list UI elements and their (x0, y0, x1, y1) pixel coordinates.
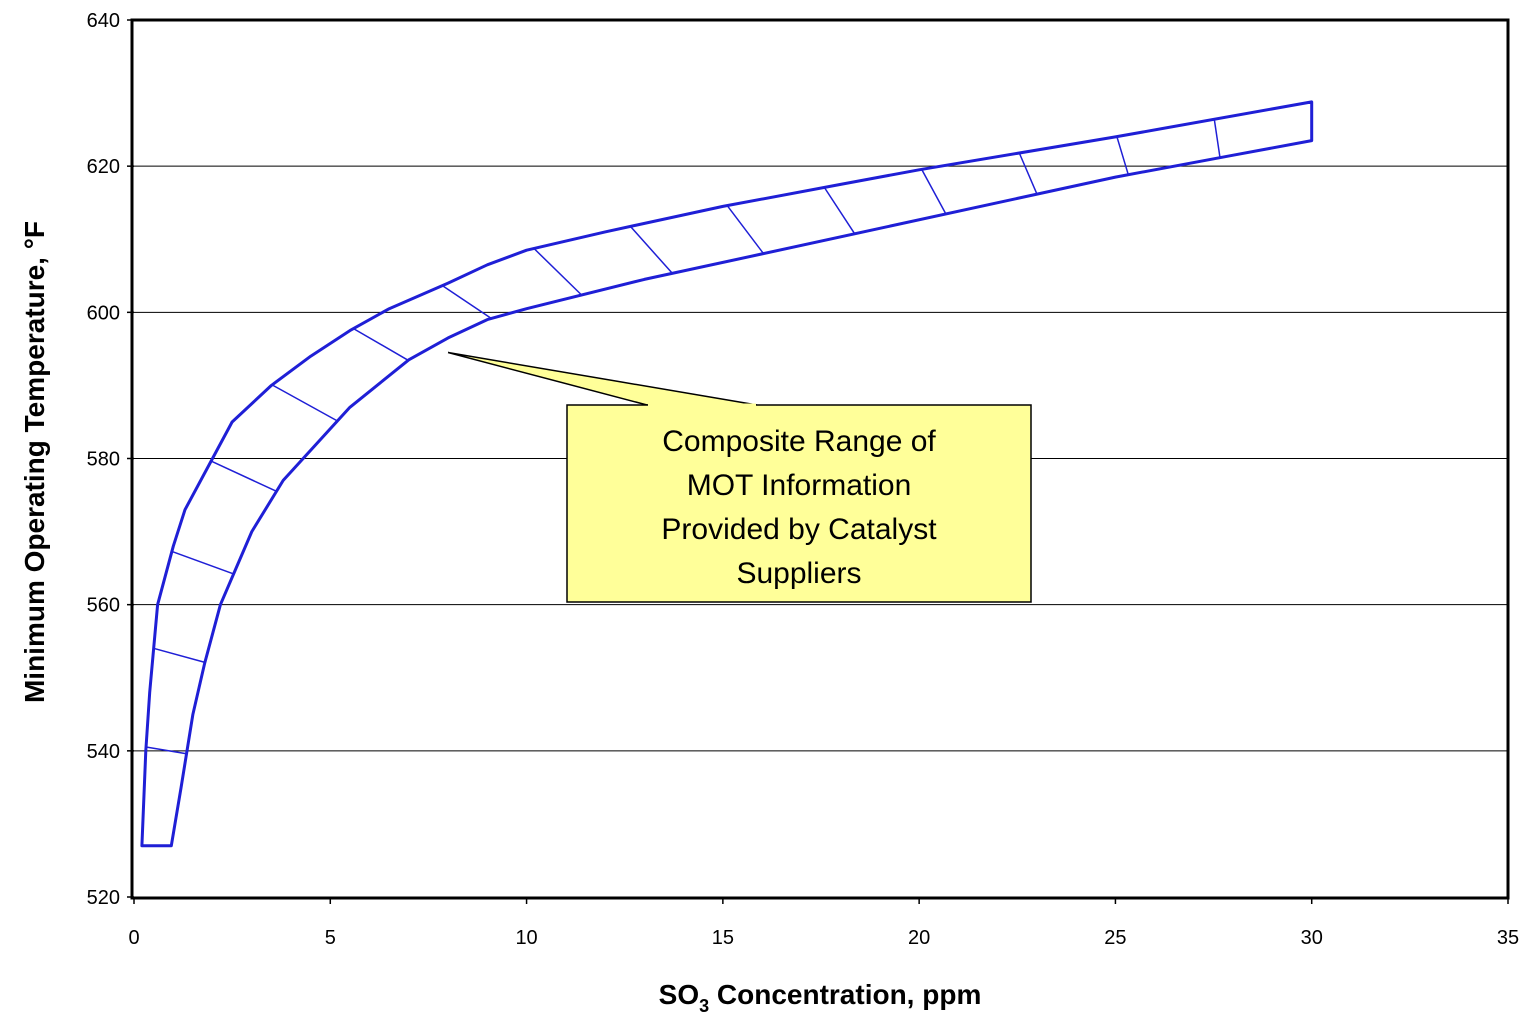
x-tick-label-10: 10 (515, 927, 537, 949)
hatch-line (533, 247, 583, 296)
callout: Composite Range of MOT Information Provide… (447, 351, 1032, 603)
x-tick-label-30: 30 (1301, 927, 1323, 949)
x-tick-label-0: 0 (128, 927, 139, 949)
y-tick-label-540: 540 (87, 741, 120, 763)
y-tick-label-520: 520 (87, 887, 120, 909)
hatch-line (1018, 152, 1038, 195)
callout-text-line: Composite Range of (662, 425, 936, 458)
hatch-line (921, 169, 947, 215)
x-axis-ticks: 0 5 10 15 20 25 30 35 (128, 897, 1519, 949)
x-tick-label-5: 5 (325, 927, 336, 949)
hatch-line (629, 225, 673, 274)
x-tick-label-35: 35 (1497, 927, 1519, 949)
band-outline (140, 100, 1314, 848)
hatch-line (210, 460, 277, 492)
callout-pointer (447, 351, 758, 406)
hatch-line (145, 746, 187, 755)
hatch-line (271, 384, 338, 422)
hatch-line (1213, 119, 1221, 158)
hatch-line (823, 187, 856, 235)
x-tick-label-25: 25 (1104, 927, 1126, 949)
x-axis-title: SO3 Concentration, ppm (659, 979, 982, 1014)
hatch-line (1116, 136, 1130, 175)
x-tick-label-20: 20 (908, 927, 930, 949)
callout-text-line: MOT Information (687, 469, 912, 502)
hatch-line (153, 647, 206, 664)
y-tick-label-600: 600 (87, 302, 120, 324)
callout-text-line: Provided by Catalyst (661, 513, 937, 546)
y-axis-ticks: 520 540 560 580 600 620 640 (87, 10, 134, 909)
callout-box (566, 404, 1032, 603)
y-tick-label-640: 640 (87, 10, 120, 32)
y-tick-label-580: 580 (87, 449, 120, 471)
y-tick-label-620: 620 (87, 156, 120, 178)
hatch-line (171, 550, 234, 575)
y-axis-title: Minimum Operating Temperature, °F (19, 221, 50, 703)
callout-text-line: Suppliers (736, 557, 861, 590)
mot-range-band (140, 100, 1314, 848)
hatch-line (441, 284, 492, 320)
x-tick-label-15: 15 (712, 927, 734, 949)
hatch-line (726, 205, 765, 255)
hatch-line (353, 327, 409, 361)
y-tick-label-560: 560 (87, 595, 120, 617)
